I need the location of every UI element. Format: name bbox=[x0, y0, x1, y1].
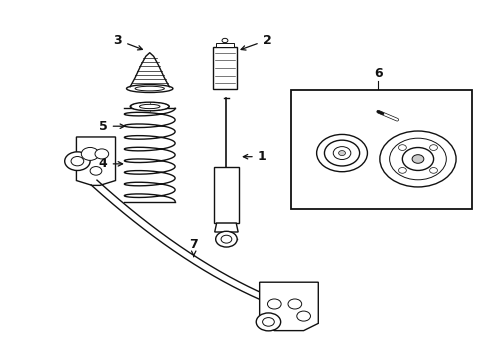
Circle shape bbox=[216, 231, 237, 247]
Circle shape bbox=[221, 235, 232, 243]
Polygon shape bbox=[76, 137, 116, 185]
Circle shape bbox=[333, 147, 351, 159]
Circle shape bbox=[95, 149, 109, 159]
Circle shape bbox=[398, 145, 406, 150]
Circle shape bbox=[317, 134, 368, 172]
Ellipse shape bbox=[130, 102, 169, 111]
Bar bbox=[213, 47, 237, 89]
Circle shape bbox=[71, 157, 84, 166]
Ellipse shape bbox=[135, 86, 164, 91]
Circle shape bbox=[288, 299, 302, 309]
Circle shape bbox=[412, 155, 424, 163]
Circle shape bbox=[256, 313, 281, 331]
Text: 7: 7 bbox=[189, 238, 198, 257]
Polygon shape bbox=[215, 223, 238, 232]
Circle shape bbox=[402, 148, 434, 171]
Polygon shape bbox=[260, 282, 318, 330]
Circle shape bbox=[90, 167, 102, 175]
Circle shape bbox=[380, 131, 456, 187]
Circle shape bbox=[268, 299, 281, 309]
Circle shape bbox=[65, 152, 90, 171]
Circle shape bbox=[390, 138, 446, 180]
Circle shape bbox=[297, 311, 311, 321]
Text: 3: 3 bbox=[114, 33, 143, 50]
Text: 4: 4 bbox=[99, 157, 122, 170]
Circle shape bbox=[263, 318, 274, 326]
Circle shape bbox=[324, 140, 360, 166]
Ellipse shape bbox=[140, 104, 160, 109]
Text: 5: 5 bbox=[99, 120, 124, 133]
Circle shape bbox=[430, 145, 438, 150]
Text: 2: 2 bbox=[241, 33, 271, 50]
Polygon shape bbox=[130, 53, 169, 87]
Circle shape bbox=[430, 167, 438, 173]
Circle shape bbox=[339, 150, 345, 156]
Circle shape bbox=[398, 167, 406, 173]
Text: 1: 1 bbox=[244, 150, 267, 163]
Bar bbox=[214, 167, 239, 223]
Circle shape bbox=[222, 39, 228, 42]
Bar bbox=[292, 90, 472, 209]
Text: 6: 6 bbox=[374, 67, 383, 80]
Ellipse shape bbox=[126, 85, 173, 93]
Circle shape bbox=[81, 148, 99, 160]
Bar bbox=[216, 43, 234, 47]
